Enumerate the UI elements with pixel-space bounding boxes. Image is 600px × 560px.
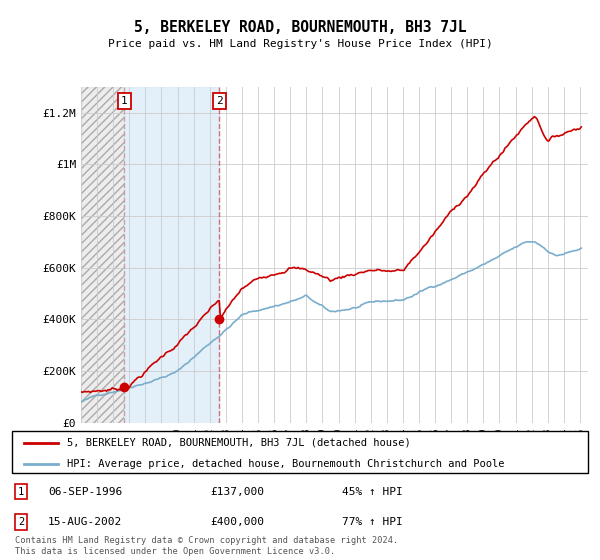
- Text: 45% ↑ HPI: 45% ↑ HPI: [342, 487, 403, 497]
- Bar: [81, 87, 124, 423]
- Text: 77% ↑ HPI: 77% ↑ HPI: [342, 517, 403, 527]
- Text: 15-AUG-2002: 15-AUG-2002: [48, 517, 122, 527]
- Text: 06-SEP-1996: 06-SEP-1996: [48, 487, 122, 497]
- Text: 1: 1: [121, 96, 128, 106]
- Text: 5, BERKELEY ROAD, BOURNEMOUTH, BH3 7JL (detached house): 5, BERKELEY ROAD, BOURNEMOUTH, BH3 7JL (…: [67, 438, 410, 448]
- Text: Contains HM Land Registry data © Crown copyright and database right 2024.
This d: Contains HM Land Registry data © Crown c…: [15, 536, 398, 556]
- Text: Price paid vs. HM Land Registry's House Price Index (HPI): Price paid vs. HM Land Registry's House …: [107, 39, 493, 49]
- Bar: [81, 87, 124, 423]
- Text: 2: 2: [18, 517, 24, 527]
- Text: £137,000: £137,000: [210, 487, 264, 497]
- Text: 5, BERKELEY ROAD, BOURNEMOUTH, BH3 7JL: 5, BERKELEY ROAD, BOURNEMOUTH, BH3 7JL: [134, 20, 466, 35]
- Text: £400,000: £400,000: [210, 517, 264, 527]
- Text: 2: 2: [216, 96, 223, 106]
- Bar: [124, 87, 220, 423]
- Text: HPI: Average price, detached house, Bournemouth Christchurch and Poole: HPI: Average price, detached house, Bour…: [67, 459, 504, 469]
- Text: 1: 1: [18, 487, 24, 497]
